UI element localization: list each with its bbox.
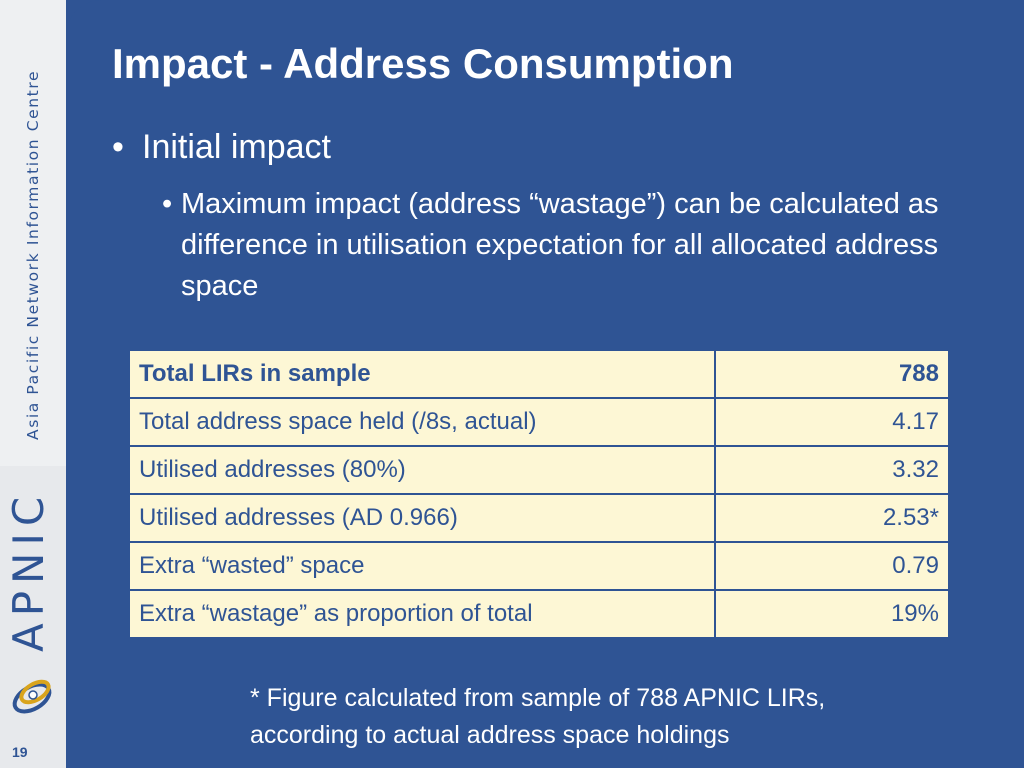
table-cell-value: 2.53*	[714, 493, 950, 543]
footnote: * Figure calculated from sample of 788 A…	[250, 684, 826, 749]
slide-title: Impact - Address Consumption	[112, 40, 734, 87]
table-row: Extra “wasted” space 0.79	[128, 541, 950, 591]
table-row: Extra “wastage” as proportion of total 1…	[128, 589, 950, 639]
bullet-level-1-text: Initial impact	[142, 128, 331, 166]
bullet-level-2-text: Maximum impact (address “wastage”) can b…	[181, 188, 939, 302]
table-row: Utilised addresses (AD 0.966) 2.53*	[128, 493, 950, 543]
slide-number: 19	[12, 744, 28, 760]
table-cell-label: Total address space held (/8s, actual)	[128, 397, 716, 447]
bullet-level-2: • Maximum impact (address “wastage”) can…	[162, 184, 952, 307]
bullet-dot: •	[112, 128, 124, 166]
apnic-swirl-logo-icon	[12, 679, 52, 714]
org-name: Asia Pacific Network Information Centre	[24, 69, 42, 440]
table-row: Total address space held (/8s, actual) 4…	[128, 397, 950, 447]
table-cell-value: 0.79	[714, 541, 950, 591]
table-cell-label: Total LIRs in sample	[128, 349, 716, 399]
table-cell-value: 4.17	[714, 397, 950, 447]
table-cell-label: Utilised addresses (80%)	[128, 445, 716, 495]
table-cell-label: Extra “wasted” space	[128, 541, 716, 591]
sidebar: Asia Pacific Network Information Centre …	[0, 0, 66, 768]
table-cell-value: 3.32	[714, 445, 950, 495]
bullet-level-1: • Initial impact	[112, 128, 331, 167]
bullet-dot: •	[162, 188, 173, 220]
sidebar-top-panel	[0, 0, 66, 466]
brand-wordmark: APNIC	[4, 489, 53, 652]
table-row: Total LIRs in sample 788	[128, 349, 950, 399]
table-cell-value: 788	[714, 349, 950, 399]
table-cell-label: Extra “wastage” as proportion of total	[128, 589, 716, 639]
impact-table: Total LIRs in sample 788 Total address s…	[128, 349, 950, 639]
table-cell-label: Utilised addresses (AD 0.966)	[128, 493, 716, 543]
table-row: Utilised addresses (80%) 3.32	[128, 445, 950, 495]
table-cell-value: 19%	[714, 589, 950, 639]
